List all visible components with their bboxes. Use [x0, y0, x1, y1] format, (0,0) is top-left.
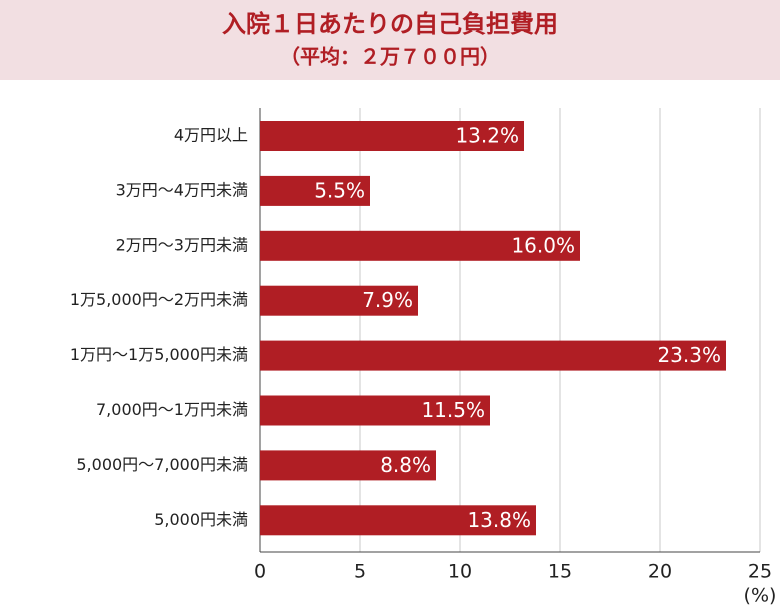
y-tick-label: 1万円～1万5,000円未満: [70, 345, 248, 364]
value-label: 13.8%: [467, 508, 531, 532]
y-tick-label: 5,000円未満: [154, 510, 248, 529]
y-tick-label: 1万5,000円～2万円未満: [70, 290, 248, 309]
value-label: 7.9%: [362, 288, 413, 312]
bar: [260, 285, 418, 316]
value-label: 8.8%: [380, 453, 431, 477]
y-tick-label: 7,000円～1万円未満: [96, 400, 248, 419]
bar: [260, 230, 580, 261]
value-label: 16.0%: [511, 233, 575, 257]
bar: [260, 121, 524, 151]
value-label: 11.5%: [421, 398, 485, 422]
x-tick-label: 25: [748, 561, 772, 583]
y-tick-label: 4万円以上: [174, 126, 248, 145]
chart-title: 入院１日あたりの自己負担費用: [222, 10, 558, 38]
x-tick-label: 5: [354, 561, 366, 583]
x-tick-label: 15: [548, 561, 572, 583]
y-tick-label: 2万円～3万円未満: [116, 235, 248, 254]
y-tick-label: 3万円～4万円未満: [116, 180, 248, 199]
value-label: 13.2%: [455, 124, 519, 148]
x-axis-label: (%): [744, 585, 777, 607]
title-band: [0, 0, 780, 80]
x-tick-label: 10: [448, 561, 472, 583]
value-label: 23.3%: [657, 343, 721, 367]
value-label: 5.5%: [314, 178, 365, 202]
chart-subtitle: （平均：２万７００円）: [280, 45, 500, 69]
bar: [260, 450, 436, 481]
y-tick-label: 5,000円～7,000円未満: [76, 455, 248, 474]
bar: [260, 175, 370, 206]
x-tick-label: 20: [648, 561, 672, 583]
bar: [260, 505, 536, 536]
x-tick-label: 0: [254, 561, 266, 583]
bar: [260, 395, 490, 426]
bar: [260, 340, 726, 371]
